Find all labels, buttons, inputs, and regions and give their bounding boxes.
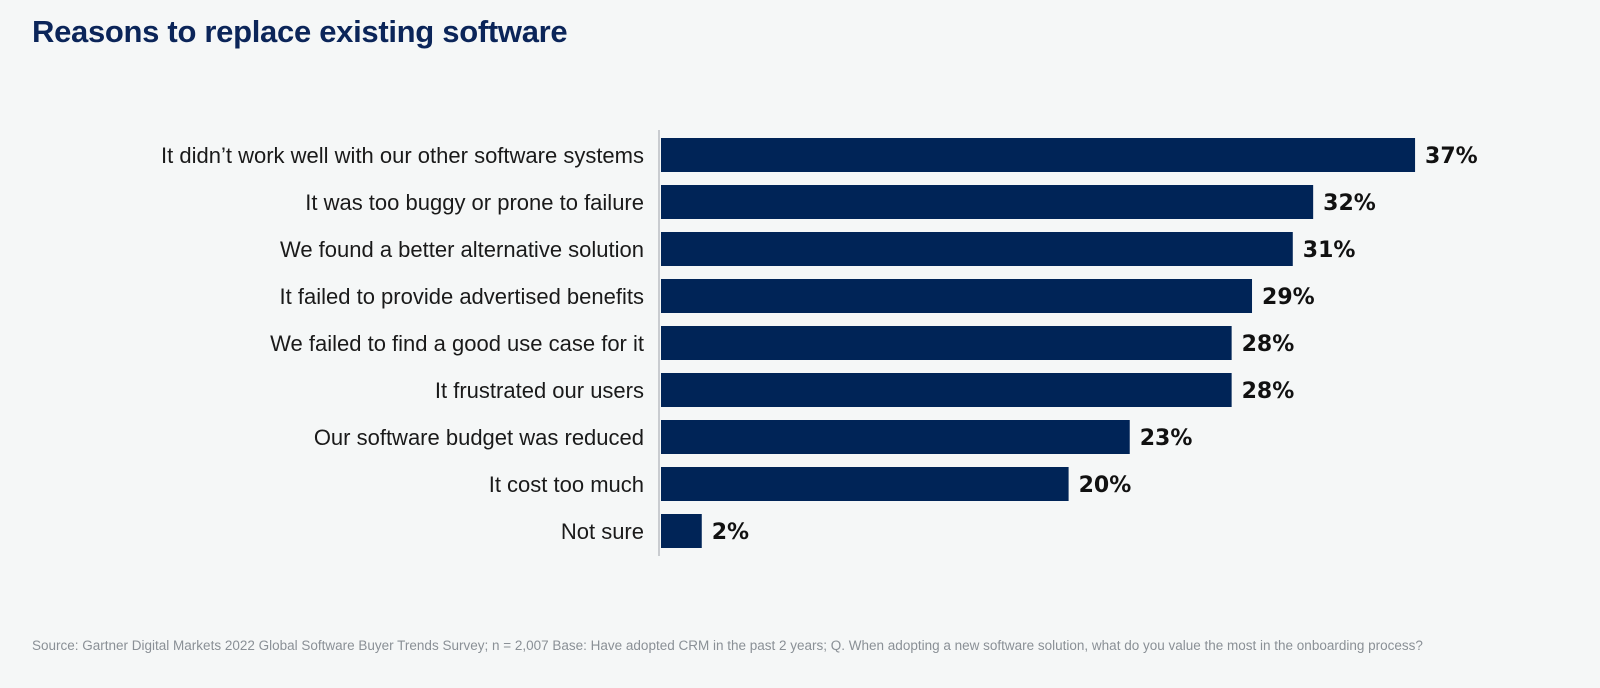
bar [661, 514, 702, 548]
value-label: 20% [1079, 473, 1132, 498]
value-label: 32% [1323, 191, 1376, 216]
category-label: Our software budget was reduced [314, 425, 644, 450]
value-label: 31% [1303, 238, 1356, 263]
category-label: We found a better alternative solution [280, 237, 644, 262]
value-label: 2% [712, 520, 749, 545]
value-label: 37% [1425, 144, 1478, 169]
value-label: 28% [1242, 379, 1295, 404]
bar [661, 232, 1293, 266]
bar [661, 467, 1069, 501]
value-label: 28% [1242, 332, 1295, 357]
category-label: It cost too much [489, 472, 644, 497]
category-label: It failed to provide advertised benefits [280, 284, 644, 309]
category-label: It was too buggy or prone to failure [305, 190, 644, 215]
source-note: Source: Gartner Digital Markets 2022 Glo… [32, 638, 1423, 653]
category-label: It frustrated our users [435, 378, 644, 403]
category-label: Not sure [561, 519, 644, 544]
bar [661, 326, 1232, 360]
bar [661, 279, 1253, 313]
bar [661, 138, 1416, 172]
bar [661, 373, 1232, 407]
chart-title: Reasons to replace existing software [32, 14, 568, 49]
value-label: 29% [1262, 285, 1315, 310]
category-label: It didn’t work well with our other softw… [161, 143, 644, 168]
bar [661, 185, 1314, 219]
value-label: 23% [1140, 426, 1193, 451]
category-label: We failed to find a good use case for it [270, 331, 644, 356]
bar [661, 420, 1130, 454]
